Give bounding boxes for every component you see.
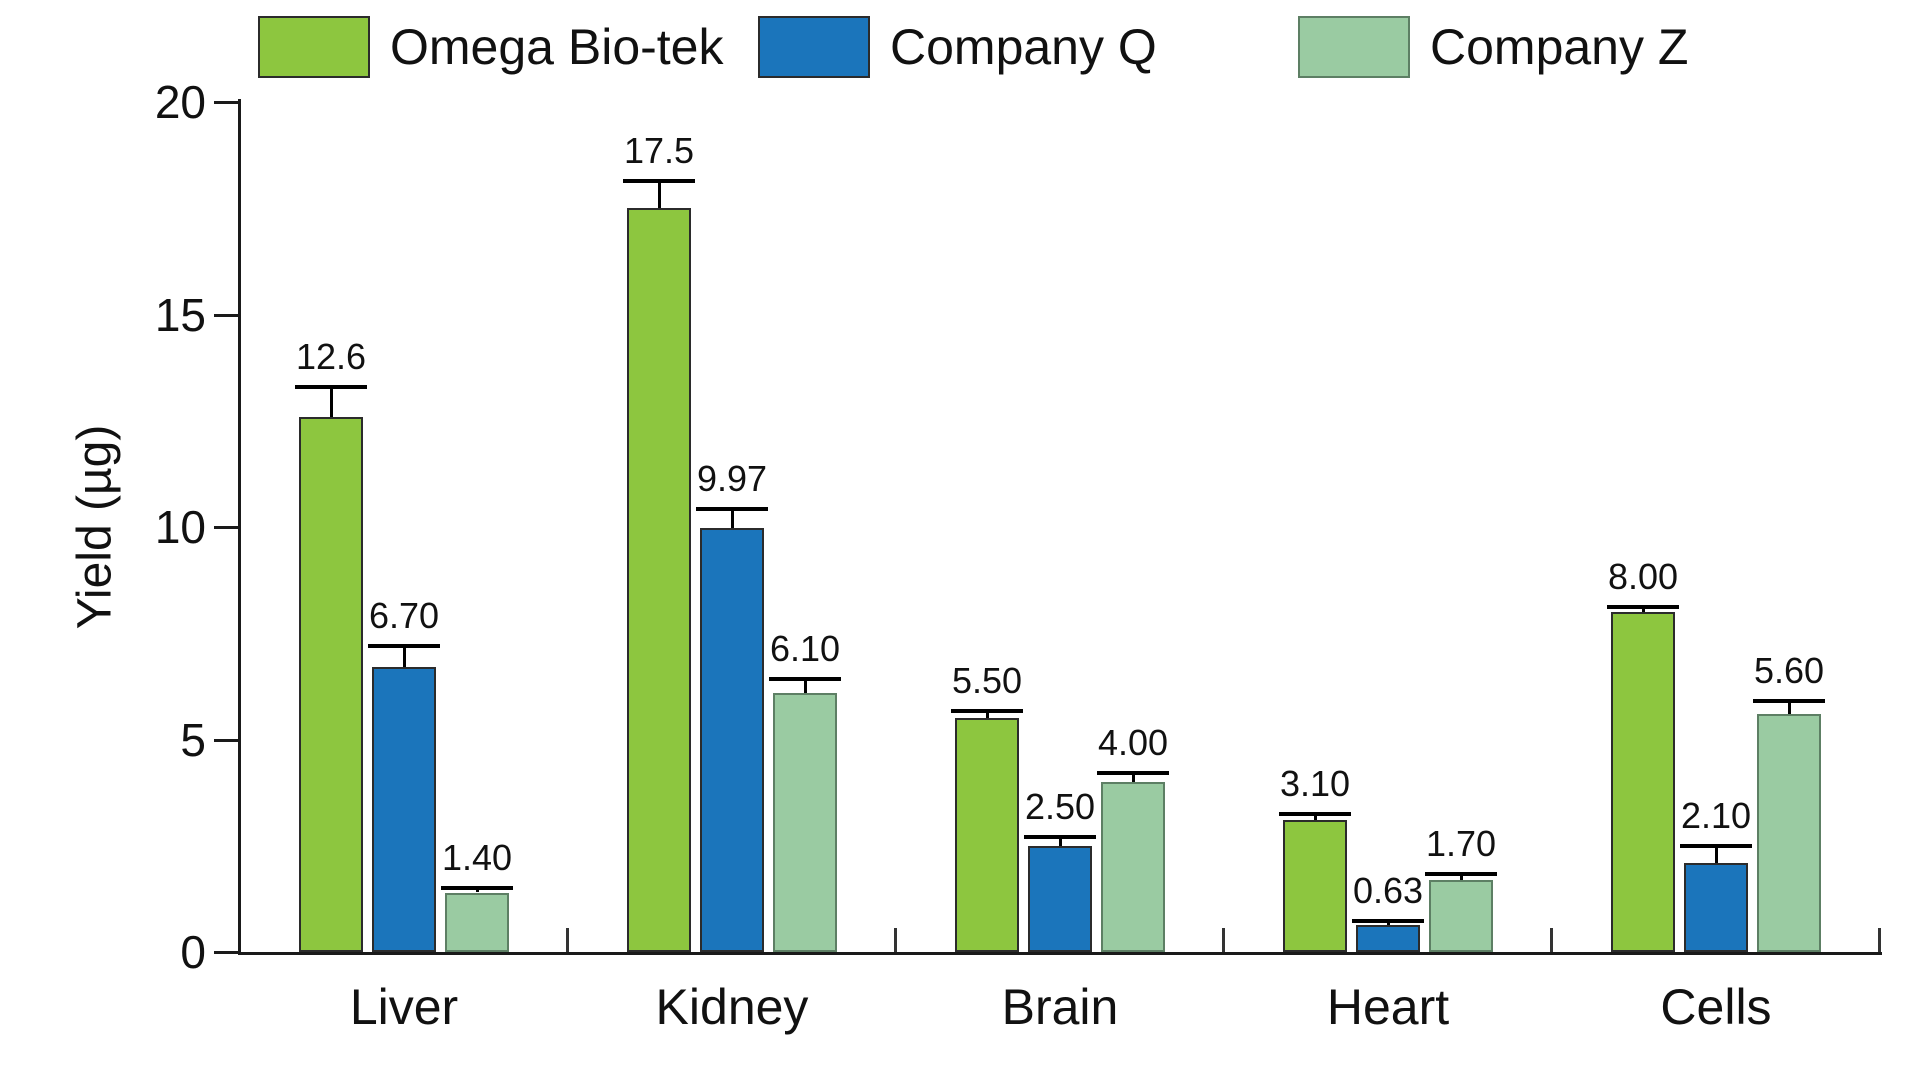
y-tick-label: 10: [154, 501, 206, 553]
legend: Omega Bio-tek Company Q Company Z: [0, 0, 1920, 90]
error-bar-cap: [623, 178, 695, 183]
bar-liver-company-q: [372, 667, 436, 952]
value-label: 5.50: [951, 660, 1023, 702]
error-bar: [1459, 875, 1463, 880]
bar-cells-omega-bio-tek: [1611, 612, 1675, 952]
value-label: 5.60: [1753, 649, 1825, 691]
bar-cells-company-q: [1684, 862, 1748, 952]
group-separator-tick: [1550, 928, 1553, 952]
group-separator-tick: [1878, 928, 1881, 952]
bar-cells-company-z: [1757, 714, 1821, 952]
bar-kidney-company-q: [700, 528, 764, 952]
legend-item: Company Z: [1298, 16, 1688, 78]
value-label: 4.00: [1097, 722, 1169, 764]
value-label: 8.00: [1607, 556, 1679, 598]
y-tick: [214, 526, 240, 529]
y-tick: [214, 101, 240, 104]
value-label: 0.63: [1352, 870, 1424, 912]
error-bar-cap: [696, 507, 768, 512]
y-tick-label: 0: [180, 926, 206, 978]
legend-item: Company Q: [758, 16, 1157, 78]
error-bar-cap: [1279, 812, 1351, 816]
error-bar: [1313, 816, 1317, 821]
error-bar-cap: [769, 676, 841, 681]
error-bar: [803, 680, 807, 693]
error-bar-cap: [1425, 871, 1497, 876]
error-bar-cap: [1024, 835, 1096, 840]
error-bar-cap: [295, 384, 367, 389]
x-category-label: Brain: [1001, 979, 1119, 1035]
value-label: 2.50: [1024, 786, 1096, 828]
bar-heart-company-q: [1356, 925, 1420, 952]
error-bar: [730, 511, 734, 529]
bar-liver-company-z: [445, 892, 509, 952]
error-bar: [1131, 775, 1135, 782]
value-label: 3.10: [1279, 763, 1351, 804]
bar-heart-omega-bio-tek: [1283, 820, 1347, 952]
group-separator-tick: [566, 928, 569, 952]
value-label: 17.5: [623, 129, 695, 171]
x-category-label: Kidney: [655, 979, 809, 1035]
legend-item: Omega Bio-tek: [258, 16, 723, 78]
error-bar: [475, 889, 479, 893]
group-separator-tick: [894, 928, 897, 952]
error-bar: [1058, 839, 1062, 846]
error-bar: [1787, 702, 1791, 714]
y-tick: [214, 951, 240, 954]
legend-swatch: [758, 16, 870, 78]
legend-label: Company Q: [890, 19, 1157, 75]
error-bar-cap: [1607, 605, 1679, 610]
bar-kidney-company-z: [773, 692, 837, 952]
error-bar-cap: [1352, 919, 1424, 924]
bar-brain-company-q: [1028, 845, 1092, 952]
x-category-label: Heart: [1326, 979, 1450, 1035]
legend-swatch: [1298, 16, 1410, 78]
error-bar: [329, 388, 333, 417]
value-label: 1.70: [1425, 822, 1497, 864]
error-bar-cap: [951, 709, 1023, 714]
error-bar-cap: [368, 644, 440, 649]
value-label: 9.97: [696, 458, 768, 500]
legend-swatch: [258, 16, 370, 78]
value-label: 2.10: [1680, 794, 1752, 836]
value-label: 12.6: [295, 335, 367, 377]
value-label: 6.70: [368, 595, 440, 637]
x-axis-line: [238, 952, 1882, 955]
x-category-label: Liver: [349, 979, 459, 1035]
value-label: 6.10: [769, 627, 841, 669]
error-bar-cap: [1680, 843, 1752, 848]
bar-liver-omega-bio-tek: [299, 416, 363, 952]
legend-label: Company Z: [1430, 19, 1689, 75]
bar-kidney-omega-bio-tek: [627, 208, 691, 952]
y-tick-label: 20: [154, 76, 206, 128]
error-bar: [402, 648, 406, 668]
error-bar-cap: [441, 885, 513, 890]
y-tick: [214, 738, 240, 742]
error-bar: [1714, 847, 1718, 863]
error-bar-cap: [1753, 698, 1825, 703]
bar-brain-company-z: [1101, 782, 1165, 952]
bar-heart-company-z: [1429, 879, 1493, 952]
x-category-label: Cells: [1660, 979, 1772, 1035]
error-bar: [1386, 923, 1390, 926]
legend-label: Omega Bio-tek: [390, 19, 724, 75]
value-label: 1.40: [441, 836, 513, 878]
error-bar: [1641, 609, 1645, 612]
group-separator-tick: [1222, 928, 1225, 952]
error-bar: [657, 182, 661, 209]
error-bar-cap: [1097, 771, 1169, 776]
y-axis-title: Yield (µg): [68, 424, 122, 630]
y-tick-label: 15: [154, 288, 206, 341]
error-bar: [985, 713, 989, 719]
y-tick: [214, 313, 240, 317]
bar-brain-omega-bio-tek: [955, 718, 1019, 952]
y-tick-label: 5: [180, 713, 206, 766]
